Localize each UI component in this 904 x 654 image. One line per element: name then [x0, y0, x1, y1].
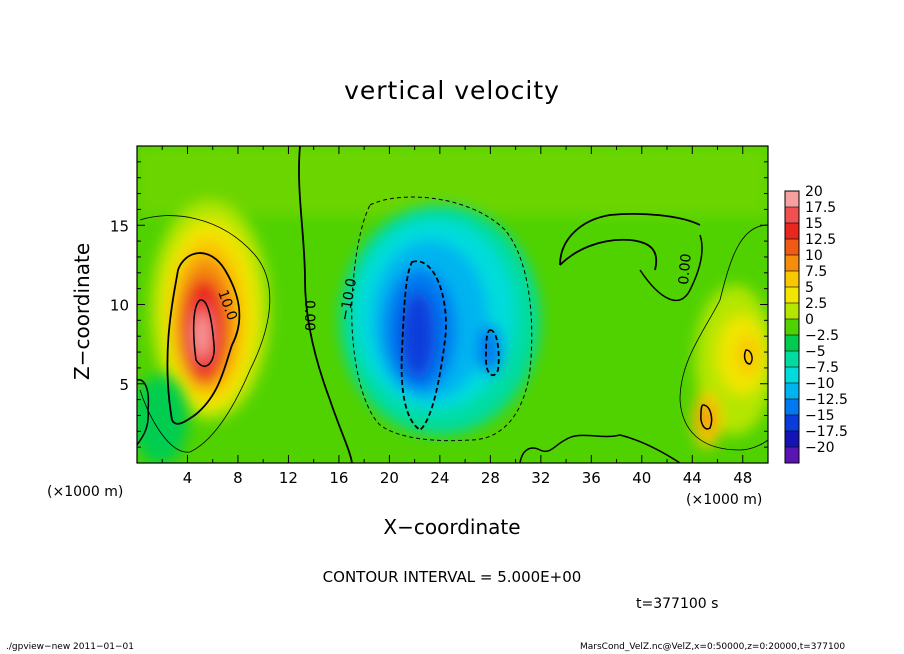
z-axis-ticks: 5 10 15	[110, 161, 768, 448]
x-tick-label: 4	[183, 469, 193, 487]
colorbar-label: −20	[805, 440, 835, 456]
z-tick-label: 5	[119, 376, 129, 394]
time-label: t=377100 s	[636, 596, 719, 612]
contour-zero-left	[298, 146, 353, 463]
x-tick-label: 28	[481, 469, 500, 487]
z-tick-label: 10	[110, 297, 129, 315]
z-tick-label: 15	[110, 217, 129, 235]
contour-10-right-small	[700, 404, 713, 430]
x-axis-ticks: 4 8 12 16 20 24 28 32 36 40 44 48	[161, 146, 752, 487]
contour-10	[166, 252, 241, 425]
x-tick-label: 8	[233, 469, 243, 487]
colorbar-swatch	[785, 255, 799, 272]
colorbar-swatch	[785, 399, 799, 416]
colorbar-label: −10	[805, 376, 835, 392]
colorbar-swatch	[785, 431, 799, 448]
colorbar-label: 0	[805, 312, 814, 328]
contour-label: −10.0	[337, 277, 360, 322]
colorbar-swatch	[785, 447, 799, 464]
colorbar-swatch	[785, 351, 799, 368]
contour-zero-edge	[137, 379, 150, 446]
colorbar-swatch	[785, 207, 799, 224]
colorbar-swatch	[785, 303, 799, 320]
contour-minus10-small	[485, 329, 500, 377]
colorbar-label: −5	[805, 344, 826, 360]
colorbar-label: 7.5	[805, 264, 827, 280]
x-tick-label: 32	[531, 469, 550, 487]
contour-label: 0.00	[301, 300, 317, 331]
contour-5-right	[679, 224, 768, 451]
colorbar-swatch	[785, 383, 799, 400]
x-tick-label: 44	[683, 469, 702, 487]
velocity-field: 10.0 0.00 −10.0 0.00	[137, 146, 768, 463]
colorbar-label: 15	[805, 216, 823, 232]
colorbar-label: −15	[805, 408, 835, 424]
contour-interval-label: CONTOUR INTERVAL = 5.000E+00	[322, 568, 582, 586]
colorbar-swatch	[785, 367, 799, 384]
colorbar-label: −2.5	[805, 328, 839, 344]
contour-zero-right-b	[639, 234, 703, 302]
colorbar-label: 10	[805, 248, 823, 264]
x-tick-label: 24	[430, 469, 449, 487]
colorbar-swatch	[785, 415, 799, 432]
colorbar-label: 17.5	[805, 200, 836, 216]
contour-label: 0.00	[676, 253, 695, 285]
footer-right-text: MarsCond_VelZ.nc@VelZ,x=0:50000,z=0:2000…	[580, 642, 846, 652]
chart-title: vertical velocity	[344, 76, 560, 105]
central-downdraft	[340, 205, 540, 435]
x-tick-label: 36	[582, 469, 601, 487]
colorbar-swatch	[785, 271, 799, 288]
colorbar: 2017.51512.5107.552.50−2.5−5−7.5−10−12.5…	[784, 184, 848, 464]
contour-zero-right	[559, 213, 701, 271]
colorbar-label: −12.5	[805, 392, 848, 408]
contour-10-right-tiny	[743, 349, 753, 365]
x-tick-label: 20	[380, 469, 399, 487]
colorbar-label: 2.5	[805, 296, 827, 312]
colorbar-label: −7.5	[805, 360, 839, 376]
contour-lines	[137, 146, 768, 463]
x-tick-label: 12	[279, 469, 298, 487]
colorbar-label: 20	[805, 184, 823, 200]
x-tick-label: 16	[329, 469, 348, 487]
colorbar-swatch	[785, 335, 799, 352]
colorbar-swatch	[785, 239, 799, 256]
x-tick-label: 40	[632, 469, 651, 487]
z-unit-label: (×1000 m)	[686, 492, 763, 508]
colorbar-swatch	[785, 287, 799, 304]
colorbar-swatch	[785, 223, 799, 240]
contour-5-left	[139, 215, 271, 453]
x-tick-label: 48	[733, 469, 752, 487]
colorbar-swatch	[785, 191, 799, 208]
x-unit-label: (×1000 m)	[47, 484, 124, 500]
colorbar-swatch	[785, 319, 799, 336]
contour-15	[192, 299, 215, 367]
x-axis-label: X−coordinate	[383, 515, 521, 539]
colorbar-label: 12.5	[805, 232, 836, 248]
contour-minus10	[400, 260, 447, 432]
colorbar-label: 5	[805, 280, 814, 296]
footer-left-text: ./gpview−new 2011−01−01	[6, 642, 134, 652]
right-updrafts	[137, 285, 768, 463]
contour-zero-bottom	[519, 434, 681, 463]
colorbar-label: −17.5	[805, 424, 848, 440]
field-upper-band	[137, 146, 768, 216]
